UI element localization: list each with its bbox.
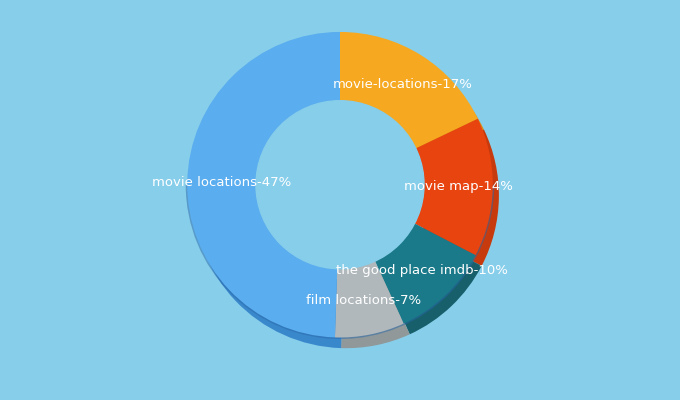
Wedge shape: [421, 130, 499, 266]
Wedge shape: [193, 43, 346, 348]
Text: film locations-7%: film locations-7%: [306, 294, 421, 307]
Wedge shape: [187, 32, 340, 338]
Text: the good place imdb-10%: the good place imdb-10%: [336, 264, 507, 277]
Wedge shape: [340, 32, 478, 148]
Text: movie map-14%: movie map-14%: [404, 180, 513, 193]
Circle shape: [256, 101, 424, 269]
Wedge shape: [335, 261, 404, 338]
Text: movie-locations-17%: movie-locations-17%: [333, 78, 473, 91]
Wedge shape: [346, 43, 484, 159]
Text: movie locations-47%: movie locations-47%: [152, 176, 291, 189]
Wedge shape: [415, 119, 493, 255]
Wedge shape: [341, 272, 410, 348]
Wedge shape: [381, 234, 481, 334]
Wedge shape: [375, 224, 475, 324]
Wedge shape: [186, 185, 494, 339]
